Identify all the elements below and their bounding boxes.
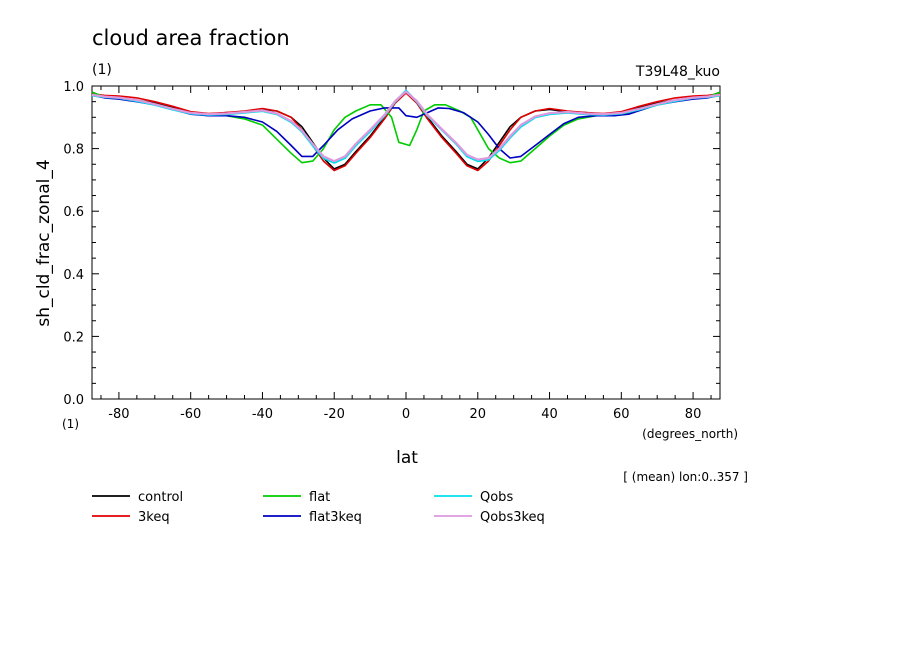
chart-title: cloud area fraction bbox=[92, 26, 290, 50]
y-tick-label: 1.0 bbox=[63, 80, 84, 95]
x-tick-label: -40 bbox=[252, 407, 273, 422]
series-line-flat3keq bbox=[91, 94, 721, 159]
experiment-label: T39L48_kuo bbox=[635, 64, 720, 80]
series-lines bbox=[91, 89, 721, 172]
y-tick-label: 0.8 bbox=[63, 143, 84, 158]
y-axis-unit: (1) bbox=[62, 417, 79, 431]
series-line-flat bbox=[91, 91, 721, 164]
legend-label-qobs3keq: Qobs3keq bbox=[480, 510, 545, 525]
legend-label-3keq: 3keq bbox=[138, 510, 170, 525]
x-tick-label: 0 bbox=[402, 407, 410, 422]
y-tick-label: 0.6 bbox=[63, 205, 84, 220]
y-tick-label: 0.2 bbox=[63, 330, 84, 345]
x-tick-label: -60 bbox=[180, 407, 201, 422]
x-tick-labels: -80 -60 -40 -20 0 20 40 60 80 bbox=[108, 407, 701, 422]
y-tick-labels: 0.0 0.2 0.4 0.6 0.8 1.0 bbox=[63, 80, 84, 408]
plot-frame bbox=[91, 85, 721, 400]
series-line-control bbox=[91, 89, 721, 170]
title-unit: (1) bbox=[92, 62, 112, 78]
legend-label-flat: flat bbox=[309, 490, 330, 505]
series-line-qobs3keq bbox=[91, 90, 721, 163]
x-tick-label: 80 bbox=[685, 407, 702, 422]
x-tick-label: -20 bbox=[324, 407, 345, 422]
y-tick-label: 0.4 bbox=[63, 268, 84, 283]
x-tick-label: 40 bbox=[541, 407, 558, 422]
legend-label-flat3keq: flat3keq bbox=[309, 510, 362, 525]
series-line-qobs bbox=[91, 89, 721, 164]
legend-label-qobs: Qobs bbox=[480, 490, 513, 505]
y-axis-label: sh_cld_frac_zonal_4 bbox=[34, 159, 54, 326]
series-line-3keq bbox=[91, 92, 721, 172]
legend-label-control: control bbox=[138, 490, 183, 505]
x-axis-unit: (degrees_north) bbox=[642, 427, 738, 441]
legend: control 3keq flat flat3keq Qobs Qobs3keq bbox=[92, 490, 545, 525]
x-axis-label: lat bbox=[396, 448, 418, 468]
x-tick-label: 60 bbox=[613, 407, 630, 422]
y-tick-label: 0.0 bbox=[63, 393, 84, 408]
mean-note: [ (mean) lon:0..357 ] bbox=[623, 470, 748, 484]
x-tick-label: -80 bbox=[108, 407, 129, 422]
x-tick-label: 20 bbox=[469, 407, 486, 422]
axis-ticks bbox=[92, 85, 720, 400]
